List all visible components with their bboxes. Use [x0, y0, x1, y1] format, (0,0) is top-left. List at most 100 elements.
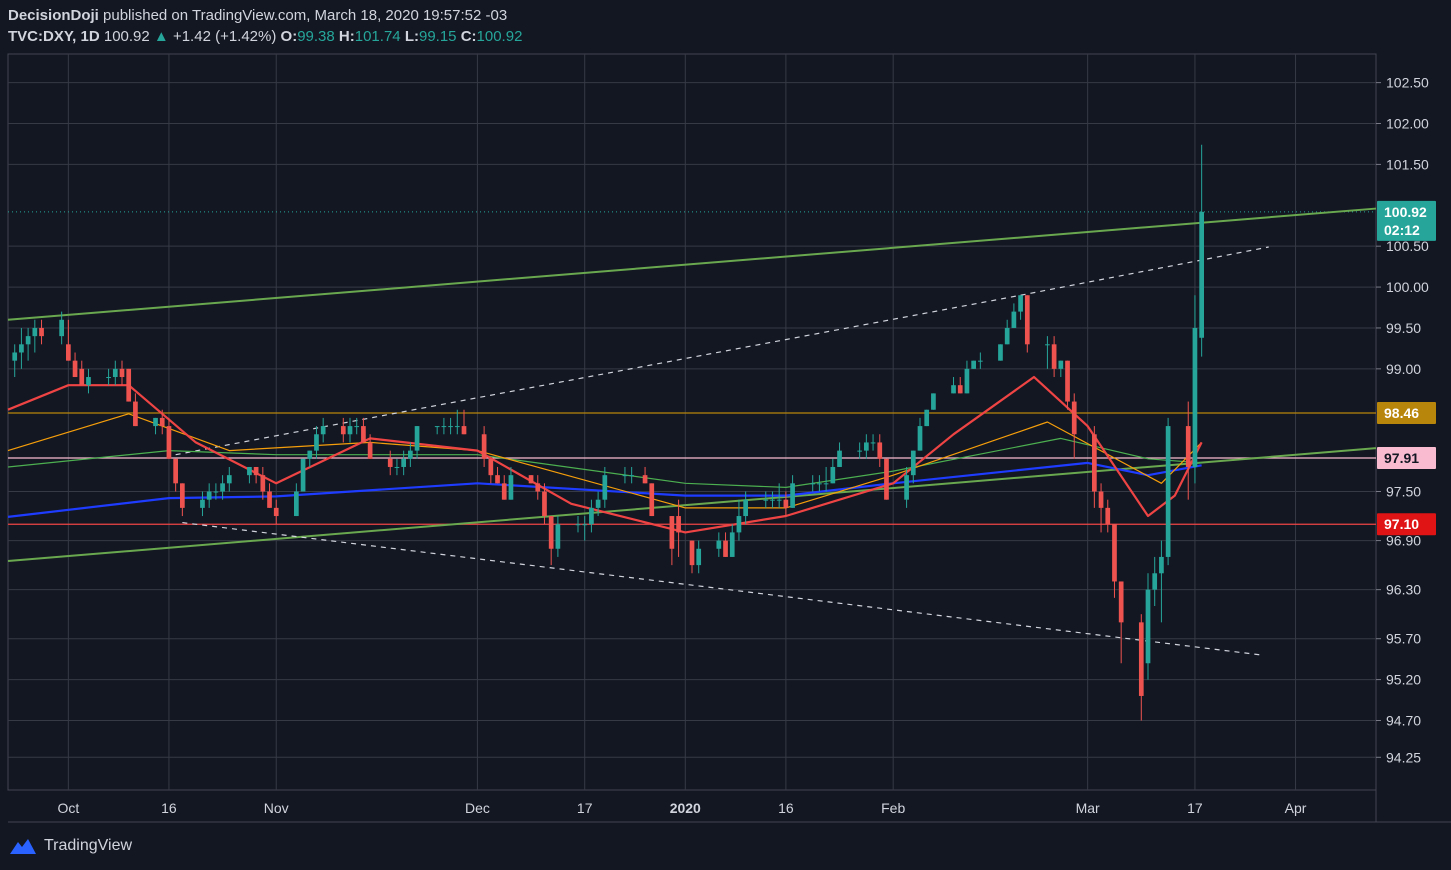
channel-dashed-line: [182, 521, 1263, 656]
up-triangle-icon: ▲: [153, 28, 169, 45]
high-label: H:: [338, 28, 355, 45]
candle: [119, 360, 125, 386]
price-tag-label: 97.10: [1384, 516, 1419, 532]
candle: [837, 442, 842, 467]
y-tick-label: 95.20: [1386, 672, 1421, 688]
x-tick-label: 16: [161, 800, 177, 816]
candle: [408, 442, 413, 467]
candle-body: [535, 483, 541, 492]
candle-body: [408, 450, 413, 459]
x-axis: Oct 16 Nov Dec 17 2020 16 Feb Mar 17 Apr: [57, 54, 1307, 816]
candle: [931, 393, 936, 410]
candle: [508, 466, 514, 500]
candle-body: [649, 483, 655, 517]
candle-body: [857, 450, 862, 452]
y-tick-label: 101.50: [1386, 156, 1429, 172]
candle: [32, 319, 38, 353]
candle: [173, 458, 178, 492]
candle-body: [1011, 311, 1017, 328]
y-tick-label: 102.00: [1386, 116, 1429, 132]
candle: [166, 417, 172, 459]
candle: [414, 426, 420, 459]
candle: [951, 377, 956, 394]
candle-body: [300, 458, 306, 492]
price-tag-label: 100.92: [1384, 204, 1427, 220]
brand-footer[interactable]: TradingView: [8, 836, 132, 856]
candle-body: [776, 499, 782, 501]
candle-body: [904, 475, 909, 500]
y-tick-label: 94.25: [1386, 749, 1421, 765]
candle: [1105, 499, 1111, 533]
candle-body: [589, 507, 594, 525]
candle: [857, 442, 862, 459]
candle-body: [508, 475, 514, 500]
candle: [884, 458, 889, 500]
candle: [461, 409, 467, 435]
y-tick-label: 102.50: [1386, 75, 1429, 91]
candle-body: [294, 491, 299, 517]
candle-body: [595, 499, 601, 508]
candle: [629, 466, 634, 484]
candle-body: [877, 442, 883, 459]
candle-body: [119, 368, 125, 378]
candle-body: [964, 368, 970, 394]
symbol-label[interactable]: TVC:DXY, 1D: [8, 28, 100, 45]
candle: [917, 417, 923, 451]
candle-body: [159, 417, 165, 427]
candle: [267, 483, 272, 508]
candle: [830, 458, 836, 484]
candle-body: [542, 491, 547, 517]
candle: [180, 483, 185, 517]
candle-body: [66, 344, 71, 361]
candle: [817, 475, 822, 492]
candle-body: [72, 360, 78, 378]
candle: [434, 426, 440, 435]
candles: [12, 144, 1204, 721]
author-name[interactable]: DecisionDoji: [8, 7, 99, 24]
y-tick-label: 97.50: [1386, 484, 1421, 500]
candle-body: [1145, 589, 1151, 664]
candle-body: [32, 327, 38, 337]
candle: [535, 475, 541, 500]
candle-body: [488, 458, 494, 476]
candle-body: [106, 377, 111, 379]
candle-body: [729, 532, 735, 557]
high-value: 101.74: [354, 28, 401, 45]
candle-body: [723, 540, 728, 557]
candle-body: [951, 385, 956, 394]
candle-body: [823, 483, 829, 485]
candle-body: [810, 483, 816, 485]
candle: [555, 516, 561, 557]
tradingview-logo-icon: [10, 839, 36, 854]
candle: [783, 491, 789, 517]
candle-body: [770, 499, 775, 501]
price-tag-bg: [1377, 513, 1436, 536]
candle-body: [642, 475, 648, 484]
y-tick-label: 96.30: [1386, 582, 1421, 598]
candle-body: [582, 524, 588, 526]
candle: [106, 368, 111, 386]
candle-body: [1152, 573, 1158, 590]
candle: [790, 475, 795, 508]
candle: [273, 499, 279, 525]
price-tag: 97.91: [1377, 446, 1436, 469]
candle: [1045, 336, 1050, 369]
y-tick-label: 95.70: [1386, 631, 1421, 647]
price-tag-label: 97.91: [1384, 450, 1419, 466]
candle: [247, 466, 252, 484]
candle: [387, 450, 393, 476]
candle-body: [1199, 211, 1204, 338]
candle-body: [367, 442, 373, 459]
candle: [314, 426, 319, 459]
candle: [253, 466, 259, 484]
candle-body: [19, 344, 24, 353]
candle: [1058, 360, 1064, 378]
candle: [347, 417, 353, 443]
candle: [971, 360, 976, 369]
candle: [126, 368, 132, 402]
candle: [1118, 581, 1124, 664]
candle-body: [267, 491, 272, 508]
candle-body: [1098, 491, 1104, 508]
candle: [1145, 573, 1151, 680]
